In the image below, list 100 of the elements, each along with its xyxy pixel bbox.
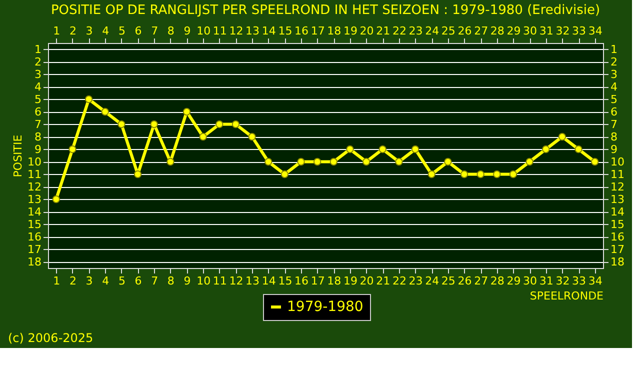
- x2-tick-label: 10: [196, 24, 211, 38]
- y-tick-label: 6: [34, 105, 42, 118]
- point: [248, 132, 256, 141]
- y-tick-label: 7: [34, 118, 42, 131]
- x-tick-label: 32: [556, 274, 570, 288]
- x2-tick-label: 8: [167, 24, 174, 38]
- y2-tick-label: 3: [610, 68, 618, 81]
- y2-tick-label: 15: [610, 218, 624, 231]
- x-tick-label: 31: [539, 274, 554, 288]
- y2-tick-label: 11: [610, 168, 624, 181]
- point: [199, 132, 207, 141]
- text: (c) 2006-2025: [8, 331, 94, 345]
- point: [150, 120, 158, 128]
- point: [182, 108, 191, 116]
- x-tick-label: 19: [343, 274, 358, 288]
- point: [68, 145, 76, 154]
- x-tick-label: 28: [490, 274, 504, 288]
- x-tick-label: 8: [167, 274, 174, 288]
- x-tick-label: 9: [184, 274, 191, 288]
- y2-tick-label: 7: [610, 118, 618, 131]
- point: [330, 158, 338, 166]
- point: [118, 120, 126, 128]
- point: [395, 158, 403, 166]
- x2-tick-label: 7: [151, 24, 158, 38]
- chart-title: POSITIE OP DE RANGLIJST PER SPEELROND IN HET SEIZOEN : 1979-1980 (Eredivisie): [50, 3, 600, 18]
- x2-tick-label: 6: [134, 24, 142, 38]
- x-tick-label: 30: [523, 274, 538, 288]
- x2-tick-label: 28: [490, 24, 504, 38]
- y2-tick-label: 6: [610, 105, 618, 118]
- x-axis-title: SPEELRONDE: [530, 290, 604, 302]
- x2-tick-label: 11: [212, 24, 227, 38]
- x2-tick-label: 12: [229, 24, 244, 38]
- y-tick-label: 2: [34, 55, 42, 68]
- point: [297, 158, 305, 166]
- point: [134, 170, 142, 178]
- x-tick-label: 5: [118, 274, 126, 288]
- y-tick-label: 1: [34, 42, 42, 56]
- point: [509, 170, 518, 178]
- point: [493, 170, 501, 178]
- point: [346, 145, 354, 154]
- x2-tick-label: 14: [262, 24, 276, 38]
- x-tick-label: 14: [262, 274, 276, 288]
- point: [264, 158, 272, 166]
- point: [476, 170, 484, 178]
- y-tick-label: 18: [28, 255, 42, 268]
- x-tick-label: 18: [327, 274, 342, 288]
- x-tick-label: 25: [441, 274, 456, 288]
- x-tick-label: 17: [310, 274, 325, 288]
- y-tick-label: 16: [28, 230, 42, 244]
- point: [313, 158, 322, 166]
- point: [542, 145, 550, 154]
- x2-tick-label: 20: [360, 24, 374, 38]
- y-tick-label: 14: [28, 205, 42, 218]
- x-tick-label: 4: [102, 274, 110, 288]
- y-tick-label: 4: [34, 80, 42, 94]
- y-tick-label: 15: [28, 218, 42, 231]
- y2-tick-label: 9: [610, 142, 618, 156]
- x-tick-label: 15: [278, 274, 292, 288]
- point: [280, 170, 289, 178]
- y2-tick-label: 16: [610, 230, 624, 244]
- x-tick-label: 26: [458, 274, 472, 288]
- x2-tick-label: 34: [588, 24, 602, 38]
- y2-tick-label: 13: [610, 192, 624, 206]
- point: [362, 158, 370, 166]
- x-tick-label: 33: [572, 274, 586, 288]
- y2-tick-label: 17: [610, 242, 624, 256]
- x-tick-label: 21: [376, 274, 390, 288]
- x-tick-label: 10: [196, 274, 211, 288]
- y2-tick-label: 2: [610, 55, 618, 68]
- point: [460, 170, 468, 178]
- point: [216, 120, 224, 128]
- x-tick-label: 16: [294, 274, 309, 288]
- point: [590, 158, 599, 166]
- x2-tick-label: 23: [408, 24, 423, 38]
- x2-tick-label: 21: [376, 24, 390, 38]
- x-tick-label: 34: [588, 274, 602, 288]
- point: [52, 195, 60, 204]
- x2-tick-label: 3: [86, 24, 93, 38]
- x-tick-label: 1: [53, 274, 60, 288]
- point: [558, 132, 566, 141]
- x-tick-label: 12: [229, 274, 244, 288]
- x2-tick-label: 16: [294, 24, 309, 38]
- point: [378, 145, 386, 154]
- x-tick-label: 7: [151, 274, 158, 288]
- y2-tick-label: 4: [610, 80, 618, 94]
- x2-tick-label: 2: [69, 24, 76, 38]
- x2-tick-label: 15: [278, 24, 292, 38]
- x2-tick-label: 26: [458, 24, 472, 38]
- x2-tick-label: 9: [184, 24, 191, 38]
- x2-tick-label: 18: [327, 24, 342, 38]
- x-tick-label: 20: [360, 274, 374, 288]
- x-tick-label: 23: [408, 274, 423, 288]
- x-tick-label: 27: [474, 274, 488, 288]
- y2-tick-label: 8: [610, 130, 618, 144]
- y2-tick-label: 10: [610, 155, 624, 168]
- point: [166, 158, 174, 166]
- point: [444, 158, 452, 166]
- y-tick-label: 17: [28, 242, 42, 256]
- point: [428, 170, 436, 178]
- y-tick-label: 8: [34, 130, 42, 144]
